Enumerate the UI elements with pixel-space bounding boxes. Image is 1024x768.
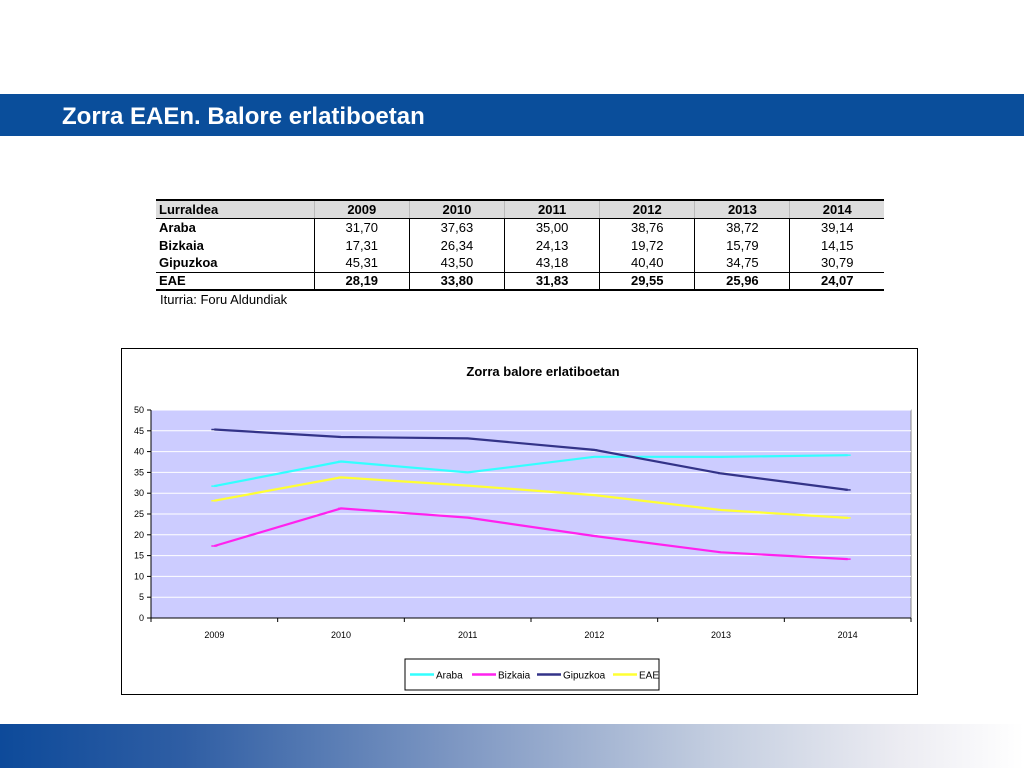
y-tick-label: 5 [139,592,144,602]
table-cell: EAE [156,271,315,291]
y-tick-label: 10 [134,571,144,581]
column-header: 2013 [694,199,790,219]
table-cell: 31,83 [504,271,600,291]
page-title: Zorra EAEn. Balore erlatiboetan [62,103,425,130]
column-header: 2009 [313,199,410,219]
x-tick-label: 2010 [331,630,351,640]
x-tick-label: 2013 [711,630,731,640]
table-row: Bizkaia 17,31 26,34 24,13 19,72 15,79 14… [156,236,884,254]
table-cell: 43,50 [408,254,505,272]
y-tick-label: 20 [134,530,144,540]
y-tick-label: 45 [134,426,144,436]
table-cell: 39,14 [789,218,884,236]
table-cell: Bizkaia [159,237,204,253]
table-cell: 35,00 [504,218,600,236]
table-cell: 40,40 [599,254,695,272]
table-cell: 17,31 [313,236,410,254]
table-row: Araba 31,70 37,63 35,00 38,76 38,72 39,1… [156,218,884,236]
column-header: 2010 [408,199,505,219]
table-cell: 15,79 [694,236,790,254]
table-cell: 30,79 [789,254,884,272]
y-tick-label: 40 [134,447,144,457]
table-cell: 28,19 [313,271,410,291]
table-source-note: Iturria: Foru Aldundiak [160,292,288,307]
footer-band [0,724,1024,768]
x-tick-label: 2012 [584,630,604,640]
legend-label-araba: Araba [436,671,463,682]
series-line-bizkaia [213,507,848,561]
table-cell: 45,31 [313,254,410,272]
table-cell: 34,75 [694,254,790,272]
series-line-araba [214,454,848,488]
legend-label-bizkaia: Bizkaia [498,671,531,682]
table-total-row: EAE 28,19 33,80 31,83 29,55 25,96 24,07 [156,271,884,291]
series-line-eae [214,476,848,519]
x-tick-label: 2014 [838,630,858,640]
y-tick-label: 35 [134,467,144,477]
table-cell: 25,96 [694,271,790,291]
y-tick-label: 50 [134,405,144,415]
title-band [0,94,1024,136]
legend-label-eae: EAE [639,671,659,682]
table-cell: 38,72 [694,218,790,236]
x-tick-label: 2009 [204,630,224,640]
table-cell: 31,70 [313,218,410,236]
table-cell: 33,80 [408,271,505,291]
table-cell: 24,07 [789,271,884,291]
table-cell: 43,18 [504,254,600,272]
table-cell: Araba [159,219,196,235]
table-cell: 19,72 [599,236,695,254]
table-cell: 26,34 [408,236,505,254]
table-cell: 14,15 [789,236,884,254]
column-header: 2012 [599,199,695,219]
table-cell: 24,13 [504,236,600,254]
table-cell: 37,63 [408,218,505,236]
y-tick-label: 15 [134,551,144,561]
legend-label-gipuzkoa: Gipuzkoa [563,671,606,682]
table-cell: Gipuzkoa [159,255,218,271]
x-tick-label: 2011 [458,630,477,640]
y-tick-label: 30 [134,488,144,498]
y-tick-label: 0 [139,613,144,623]
series-line-gipuzkoa [214,428,848,491]
column-header: 2011 [504,199,600,219]
chart-title: Zorra balore erlatiboetan [466,364,619,379]
column-header: Lurraldea [156,199,315,219]
table-cell: 29,55 [599,271,695,291]
line-chart: Zorra balore erlatiboetan 0 5 10 15 20 25 30 35 4… [134,364,912,691]
table-cell: 38,76 [599,218,695,236]
data-table: Lurraldea 2009 2010 2011 2012 2013 2014 … [156,199,884,291]
y-tick-label: 25 [134,509,144,519]
table-header-row: Lurraldea 2009 2010 2011 2012 2013 2014 [156,199,884,219]
table-row: Gipuzkoa 45,31 43,50 43,18 40,40 34,75 3… [156,254,884,272]
chart-frame: Zorra balore erlatiboetan 0 5 10 15 20 25 30 35 4… [121,348,918,695]
column-header: 2014 [789,199,884,219]
